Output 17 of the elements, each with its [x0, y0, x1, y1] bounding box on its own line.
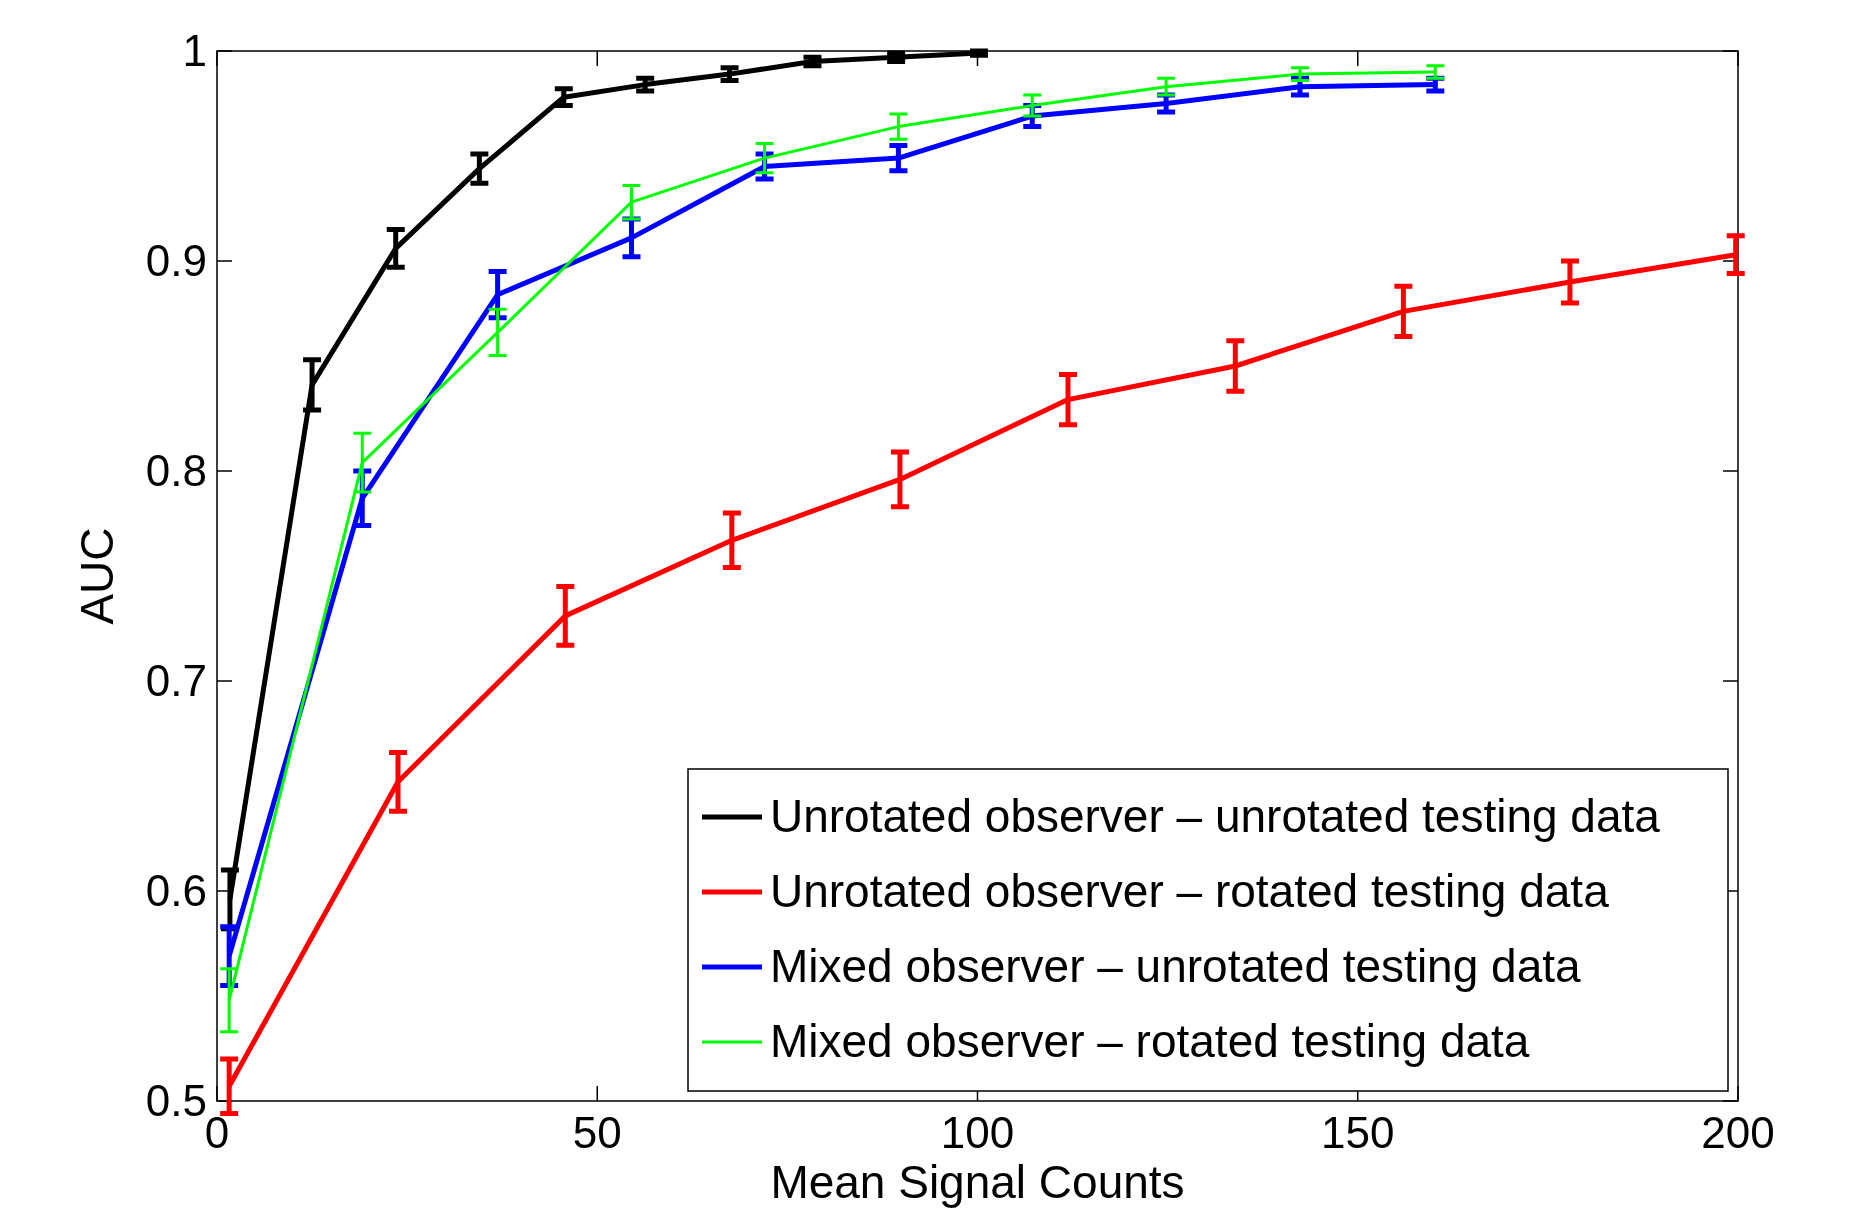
x-tick-label: 150 [1321, 1108, 1395, 1157]
y-tick-label: 1 [182, 26, 207, 75]
y-tick-label: 0.5 [145, 1076, 207, 1125]
x-tick-label: 200 [1701, 1108, 1775, 1157]
x-tick-label: 0 [204, 1108, 230, 1157]
legend-label: Mixed observer – unrotated testing data [770, 940, 1582, 992]
y-tick-label: 0.6 [145, 866, 207, 915]
legend-label: Unrotated observer – unrotated testing data [770, 790, 1661, 842]
x-tick-label: 100 [940, 1108, 1015, 1157]
legend-label: Mixed observer – rotated testing data [770, 1015, 1530, 1067]
y-axis-title: AUC [71, 527, 123, 625]
x-axis-title: Mean Signal Counts [770, 1156, 1185, 1208]
y-tick-label: 0.9 [145, 236, 207, 285]
y-tick-label: 0.8 [145, 446, 207, 495]
x-tick-label: 50 [572, 1108, 622, 1157]
y-tick-label: 0.7 [145, 656, 207, 705]
legend-label: Unrotated observer – rotated testing data [770, 865, 1610, 917]
